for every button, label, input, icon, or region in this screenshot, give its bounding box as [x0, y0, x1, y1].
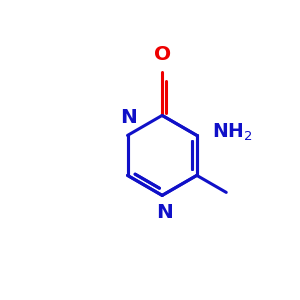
Text: NH$_2$: NH$_2$: [212, 122, 252, 143]
Text: N: N: [156, 203, 173, 223]
Text: O: O: [154, 45, 171, 64]
Text: N: N: [120, 108, 137, 127]
